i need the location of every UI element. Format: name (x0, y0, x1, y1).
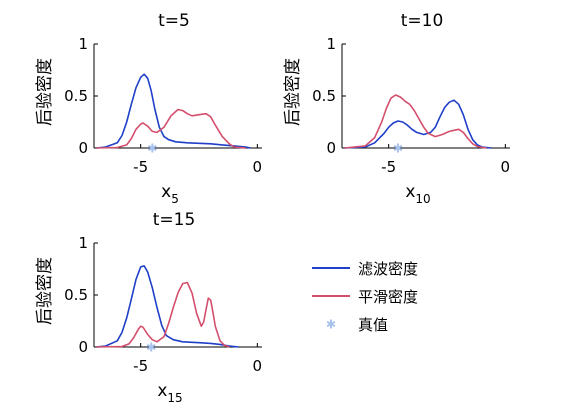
legend-filter-label: 滤波密度 (358, 260, 418, 278)
subplot-t15: 0 0.5 1 -5 0 t=15 x15 后验密度 (35, 210, 262, 405)
x-tick-label: 0 (501, 158, 511, 176)
x-tick-label: -5 (133, 357, 148, 375)
x-axis-label-subscript: 15 (167, 391, 182, 405)
series-filter-line (96, 73, 251, 149)
y-axis-label: 后验密度 (283, 58, 303, 126)
series-smooth-line (96, 108, 246, 149)
series-filter-line (344, 99, 492, 149)
legend-truth-star (326, 319, 336, 329)
legend-smooth-label: 平滑密度 (358, 288, 418, 306)
y-tick-label: 0.5 (312, 87, 336, 105)
truth-marker-stroke (146, 343, 156, 351)
y-tick-label: 0 (78, 139, 88, 157)
y-tick-label: 1 (78, 234, 88, 252)
x-axis-label-main: x (161, 182, 171, 202)
series-filter-line (96, 265, 239, 348)
legend-truth-star-stroke (326, 320, 336, 328)
y-tick-label: 0.5 (64, 87, 88, 105)
x-tick-label: 0 (253, 357, 263, 375)
x-axis-label-main: x (405, 182, 415, 202)
subplot-t10: 0 0.5 1 -5 0 t=10 x10 后验密度 (283, 11, 510, 206)
y-tick-label: 0 (326, 139, 336, 157)
truth-marker (393, 143, 403, 153)
legend: 滤波密度 平滑密度 真值 (312, 260, 418, 334)
x-tick-label: 0 (253, 158, 263, 176)
x-axis-label-main: x (157, 381, 167, 401)
y-axis-label: 后验密度 (35, 257, 55, 325)
truth-marker (147, 143, 157, 153)
x-axis-label: x10 (405, 182, 430, 206)
legend-truth-label: 真值 (358, 316, 388, 334)
y-axis-label: 后验密度 (35, 58, 55, 126)
legend-truth-marker (326, 319, 336, 329)
y-tick-label: 1 (78, 35, 88, 53)
subplot-title: t=10 (401, 11, 444, 31)
truth-marker-stroke (393, 144, 403, 152)
series-smooth-line (344, 94, 487, 149)
subplot-title: t=5 (158, 11, 190, 31)
x-axis-label: x5 (161, 182, 179, 206)
subplot-title: t=15 (153, 210, 196, 230)
truth-marker (146, 342, 156, 352)
y-tick-label: 0.5 (64, 286, 88, 304)
x-tick-label: -5 (381, 158, 396, 176)
x-axis-label-subscript: 10 (415, 192, 430, 206)
y-tick-label: 1 (326, 35, 336, 53)
x-axis-label: x15 (157, 381, 182, 405)
x-axis-label-subscript: 5 (171, 192, 179, 206)
subplot-t5: 0 0.5 1 -5 0 t=5 x5 后验密度 (35, 11, 262, 206)
x-tick-label: -5 (133, 158, 148, 176)
truth-marker-stroke (147, 144, 157, 152)
series-smooth-line (96, 281, 230, 348)
y-tick-label: 0 (78, 338, 88, 356)
